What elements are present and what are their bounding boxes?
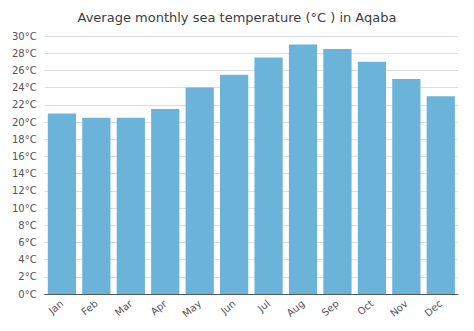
svg-text:22°C: 22°C bbox=[12, 99, 37, 110]
svg-text:Apr: Apr bbox=[148, 297, 169, 317]
svg-text:Sep: Sep bbox=[319, 298, 341, 319]
svg-text:May: May bbox=[180, 298, 203, 320]
svg-text:6°C: 6°C bbox=[18, 237, 36, 248]
svg-text:8°C: 8°C bbox=[18, 220, 36, 231]
svg-text:Jun: Jun bbox=[218, 298, 238, 317]
svg-text:20°C: 20°C bbox=[12, 117, 37, 128]
svg-text:14°C: 14°C bbox=[12, 168, 37, 179]
svg-text:28°C: 28°C bbox=[12, 48, 37, 59]
svg-text:2°C: 2°C bbox=[18, 271, 36, 282]
svg-text:30°C: 30°C bbox=[12, 31, 37, 42]
svg-text:10°C: 10°C bbox=[12, 203, 37, 214]
svg-text:Nov: Nov bbox=[388, 298, 410, 319]
svg-text:Mar: Mar bbox=[113, 297, 135, 318]
svg-text:0°C: 0°C bbox=[18, 289, 36, 300]
svg-text:Jan: Jan bbox=[46, 298, 66, 317]
svg-text:Jul: Jul bbox=[255, 298, 272, 315]
svg-text:Average monthly sea temperatur: Average monthly sea temperature (°C ) in… bbox=[78, 10, 397, 25]
svg-text:Feb: Feb bbox=[79, 298, 100, 318]
svg-text:16°C: 16°C bbox=[12, 151, 37, 162]
svg-text:Oct: Oct bbox=[355, 298, 375, 318]
svg-text:12°C: 12°C bbox=[12, 185, 37, 196]
svg-text:4°C: 4°C bbox=[18, 254, 36, 265]
svg-text:18°C: 18°C bbox=[12, 134, 37, 145]
svg-text:Aug: Aug bbox=[285, 298, 307, 319]
svg-text:26°C: 26°C bbox=[12, 65, 37, 76]
svg-text:24°C: 24°C bbox=[12, 82, 37, 93]
svg-text:Dec: Dec bbox=[422, 298, 444, 319]
